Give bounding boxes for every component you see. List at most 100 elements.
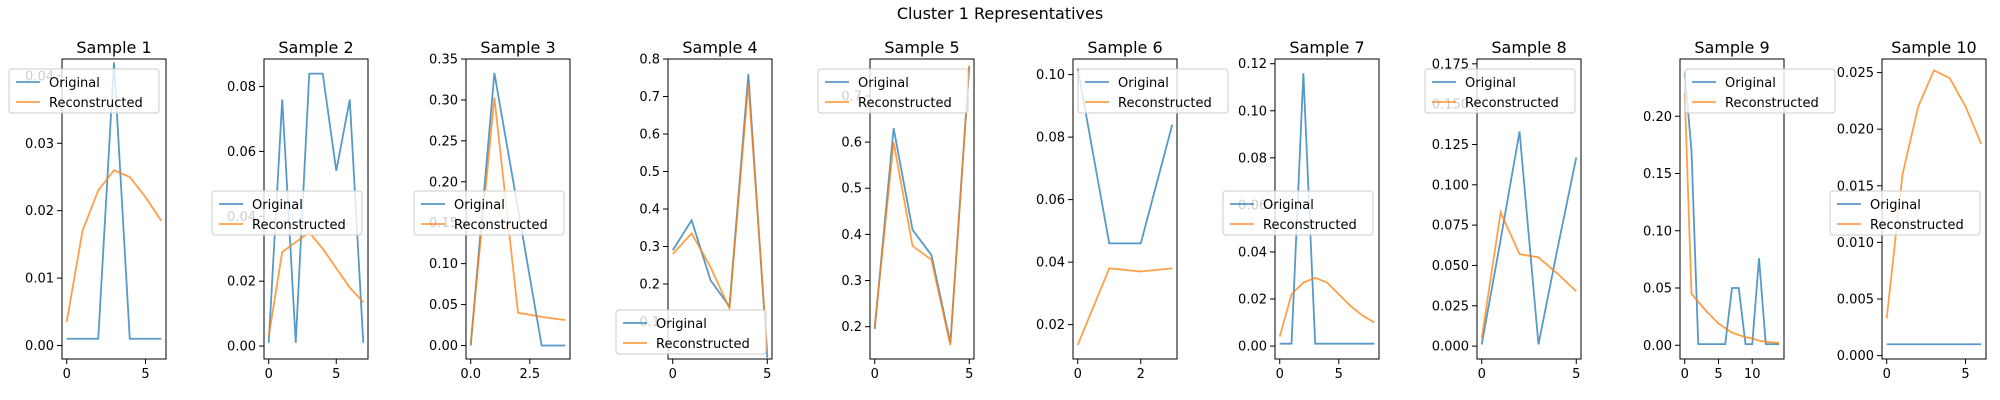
series-line-reconstructed bbox=[1278, 276, 1375, 337]
y-tick-label: 0.3 bbox=[639, 240, 660, 255]
series-line-reconstructed bbox=[873, 65, 971, 346]
y-tick-label: 0.06 bbox=[1036, 193, 1065, 208]
series-line-original bbox=[1076, 68, 1174, 245]
y-tick-label: 0.125 bbox=[1432, 138, 1469, 153]
axes-frame bbox=[1679, 58, 1785, 360]
subplot-title: Sample 7 bbox=[1289, 38, 1364, 57]
subplot-title: Sample 5 bbox=[884, 38, 959, 57]
axes-frame bbox=[869, 58, 975, 360]
legend: Original Reconstructed bbox=[1424, 68, 1576, 114]
y-tick-label: 0.35 bbox=[429, 53, 458, 68]
legend-label: Original bbox=[1870, 198, 1921, 213]
legend-box bbox=[1424, 68, 1576, 114]
y-tick-label: 0.08 bbox=[1238, 151, 1267, 166]
series-line-reconstructed bbox=[1683, 93, 1780, 344]
x-tick-label: 0 bbox=[1883, 367, 1891, 382]
y-tick-label: 0.08 bbox=[227, 80, 256, 95]
x-tick-label: 0 bbox=[1681, 367, 1689, 382]
legend: Original Reconstructed bbox=[615, 309, 767, 355]
subplot-2: Sample 20.000.020.040.060.0805OriginalRe… bbox=[211, 38, 369, 382]
series-line-original bbox=[1279, 73, 1375, 345]
subplot-title: Sample 9 bbox=[1694, 38, 1769, 57]
legend-box bbox=[8, 68, 160, 114]
subplot-10: Sample 100.0000.0050.0100.0150.0200.0250… bbox=[1829, 38, 1987, 382]
y-tick-label: 0.25 bbox=[429, 134, 458, 149]
x-tick-label: 0 bbox=[669, 367, 677, 382]
y-tick-label: 0.00 bbox=[1643, 339, 1672, 354]
y-tick-label: 0.7 bbox=[639, 90, 660, 105]
series-line-original bbox=[1480, 131, 1578, 345]
x-tick-label: 0 bbox=[265, 367, 273, 382]
x-tick-label: 0 bbox=[1074, 367, 1082, 382]
y-tick-label: 0.10 bbox=[1036, 68, 1065, 83]
x-tick-label: 5 bbox=[1572, 367, 1580, 382]
y-tick-label: 0.04 bbox=[1238, 245, 1267, 260]
y-tick-label: 0.15 bbox=[1643, 167, 1672, 182]
subplot-title: Sample 10 bbox=[1891, 38, 1976, 57]
y-tick-label: 0.5 bbox=[639, 165, 660, 180]
y-tick-label: 0.4 bbox=[639, 203, 660, 218]
y-tick-label: 0.02 bbox=[1036, 318, 1065, 333]
legend-box bbox=[211, 190, 363, 236]
axes-frame bbox=[61, 58, 167, 360]
subplot-title: Sample 4 bbox=[682, 38, 757, 57]
legend-label: Original bbox=[1118, 76, 1169, 91]
legend-label: Reconstructed bbox=[1263, 218, 1357, 233]
y-tick-label: 0.00 bbox=[429, 339, 458, 354]
y-tick-label: 0.30 bbox=[429, 93, 458, 108]
x-tick-label: 5 bbox=[763, 367, 771, 382]
y-tick-label: 0.5 bbox=[841, 182, 862, 197]
subplot-5: Sample 50.20.30.40.50.60.705OriginalReco… bbox=[817, 38, 975, 382]
subplot-6: Sample 6 0.02 0.04 0.06 0.08 0.10 0 2 Original Re… bbox=[1036, 38, 1229, 382]
legend-label: Original bbox=[454, 198, 505, 213]
legend-label: Reconstructed bbox=[49, 96, 143, 111]
y-tick-label: 0.03 bbox=[25, 137, 54, 152]
y-tick-label: 0.025 bbox=[1837, 66, 1874, 81]
y-tick-label: 0.05 bbox=[1643, 282, 1672, 297]
legend-label: Original bbox=[49, 76, 100, 91]
y-tick-label: 0.100 bbox=[1432, 178, 1469, 193]
y-tick-label: 0.025 bbox=[1432, 299, 1469, 314]
legend: Original Reconstructed bbox=[1222, 190, 1374, 236]
legend-label: Reconstructed bbox=[1725, 96, 1819, 111]
y-tick-label: 0.20 bbox=[1643, 110, 1672, 125]
y-tick-label: 0.10 bbox=[1643, 224, 1672, 239]
subplot-title: Sample 2 bbox=[278, 38, 353, 57]
series-line-reconstructed bbox=[469, 97, 566, 344]
x-tick-label: 5 bbox=[965, 367, 973, 382]
subplot-grid: Sample 10.000.010.020.030.0405OriginalRe… bbox=[8, 38, 1987, 382]
x-tick-label: 5 bbox=[141, 367, 149, 382]
subplot-9: Sample 9 0.00 0.05 0.10 0.15 0.20 0 5 10 Original… bbox=[1643, 38, 1836, 382]
y-tick-label: 0.000 bbox=[1432, 340, 1469, 355]
y-tick-label: 0.4 bbox=[841, 228, 862, 243]
legend-label: Reconstructed bbox=[858, 96, 952, 111]
y-tick-label: 0.02 bbox=[25, 204, 54, 219]
x-tick-label: 2.5 bbox=[519, 367, 540, 382]
y-tick-label: 0.050 bbox=[1432, 259, 1469, 274]
legend-label: Original bbox=[1263, 198, 1314, 213]
axes-frame bbox=[1476, 58, 1582, 360]
y-tick-label: 0.2 bbox=[639, 278, 660, 293]
x-tick-label: 0 bbox=[1276, 367, 1284, 382]
legend-box bbox=[817, 68, 969, 114]
legend: Original Reconstructed bbox=[413, 190, 565, 236]
legend-box bbox=[1222, 190, 1374, 236]
y-tick-label: 0.10 bbox=[429, 257, 458, 272]
legend-box bbox=[413, 190, 565, 236]
legend: Original Reconstructed bbox=[817, 68, 969, 114]
x-tick-label: 0.0 bbox=[460, 367, 481, 382]
subplot-title: Sample 6 bbox=[1087, 38, 1162, 57]
legend: Original Reconstructed bbox=[211, 190, 363, 236]
legend-label: Original bbox=[656, 317, 707, 332]
x-tick-label: 5 bbox=[1335, 367, 1343, 382]
y-tick-label: 0.12 bbox=[1238, 57, 1267, 72]
y-tick-label: 0.04 bbox=[1036, 256, 1065, 271]
series-line-original bbox=[1683, 72, 1780, 346]
y-tick-label: 0.10 bbox=[1238, 104, 1267, 119]
y-tick-label: 0.05 bbox=[429, 298, 458, 313]
y-tick-label: 0.005 bbox=[1837, 293, 1874, 308]
subplot-8: Sample 80.0000.0250.0500.0750.1000.1250.… bbox=[1424, 38, 1582, 382]
legend-box bbox=[1684, 68, 1836, 114]
legend-label: Reconstructed bbox=[656, 337, 750, 352]
series-line-reconstructed bbox=[1076, 267, 1173, 346]
